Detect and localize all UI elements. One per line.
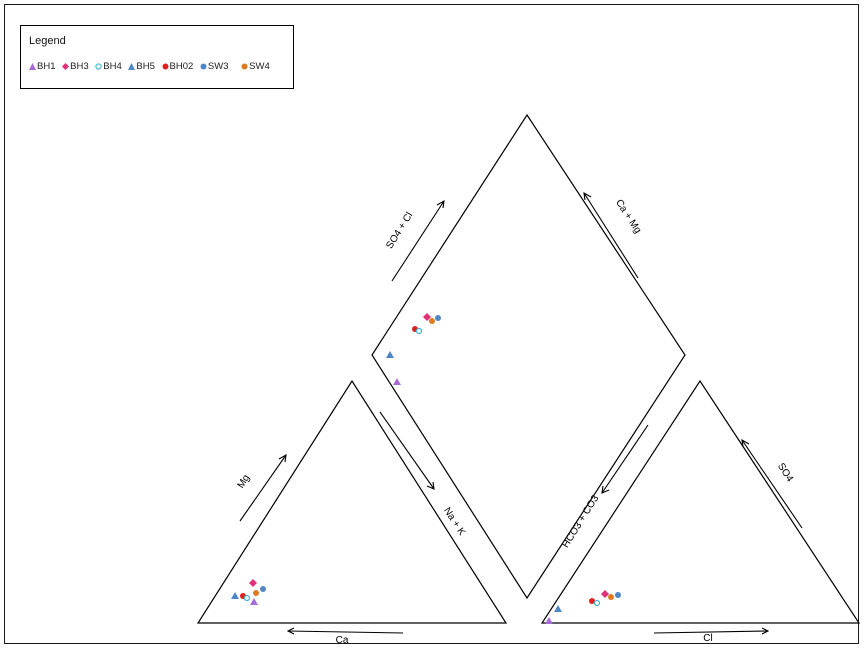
bh4-cation-point	[243, 594, 251, 602]
legend-title: Legend	[29, 35, 66, 47]
legend-item-bh02: BH02	[162, 61, 194, 72]
bh3-cation-point	[249, 579, 257, 587]
diamond-marker-icon	[62, 62, 70, 70]
legend-label: BH02	[169, 61, 194, 72]
legend-item-bh3: BH3	[62, 61, 89, 72]
ca-mg-axis-label: Ca + Mg	[613, 198, 643, 236]
cation-points	[231, 579, 266, 605]
anion-points	[545, 590, 621, 624]
sw3-anion-point	[615, 592, 621, 598]
bh1-diamond-point	[393, 378, 401, 385]
bh02-anion-point	[589, 598, 595, 604]
legend-label: BH1	[37, 61, 56, 72]
legend-item-bh5: BH5	[128, 61, 155, 72]
so4-axis-label: SO4	[775, 461, 795, 484]
bh4-diamond-point	[415, 327, 423, 335]
legend-item-bh1: BH1	[29, 61, 55, 72]
bh5-diamond-point	[386, 351, 394, 358]
so4-cl-arrow	[391, 200, 445, 282]
legend-label: BH3	[70, 61, 89, 72]
legend-item-bh4: BH4	[95, 61, 122, 72]
so4-arrow	[741, 439, 803, 529]
circle-marker-icon	[162, 63, 168, 70]
hco3-co3-arrow	[601, 424, 649, 494]
sw3-cation-point	[260, 586, 266, 592]
circle-marker-icon	[200, 63, 207, 70]
ca-mg-arrow	[583, 192, 639, 279]
bh5-anion-point	[554, 605, 562, 612]
legend-label: SW4	[249, 61, 270, 72]
sw3-diamond-point	[435, 315, 441, 321]
na-k-axis-label: Na + K	[441, 506, 467, 538]
sw4-diamond-point	[429, 318, 435, 324]
sw4-cation-point	[253, 590, 259, 596]
legend-item-sw4: SW4	[241, 61, 270, 72]
na-k-arrow	[379, 411, 435, 490]
mg-axis-label: Mg	[236, 473, 253, 491]
circle-marker-icon	[241, 63, 248, 70]
legend: Legend BH1 BH3 BH4 BH5 BH02 SW3 SW4	[20, 25, 294, 89]
bh3-anion-point	[601, 590, 609, 598]
ca-axis-label: Ca	[336, 635, 349, 646]
cation-triangle	[196, 379, 508, 624]
sw4-anion-point	[608, 594, 614, 600]
bh5-cation-point	[231, 592, 239, 599]
axis-arrows	[239, 191, 803, 635]
legend-item-sw3: SW3	[200, 61, 229, 72]
bh4-anion-point	[593, 599, 601, 607]
bh1-anion-point	[545, 617, 553, 624]
bh1-cation-point	[250, 598, 258, 605]
open-circle-marker-icon	[95, 63, 102, 70]
legend-label: BH5	[136, 61, 155, 72]
so4-cl-axis-label: SO4 + Cl	[384, 210, 415, 250]
legend-label: BH4	[103, 61, 122, 72]
central-diamond	[371, 113, 686, 600]
axis-labels: Ca Cl Mg Na + K SO4 + Cl Ca + Mg HCO3 + …	[236, 198, 796, 646]
cl-arrow	[653, 630, 769, 634]
cl-axis-label: Cl	[703, 633, 712, 644]
diamond-points	[386, 313, 441, 385]
legend-label: SW3	[207, 61, 229, 72]
ca-arrow	[287, 630, 404, 634]
diagram-frame	[4, 4, 859, 644]
bh3-diamond-point	[423, 313, 431, 321]
anion-triangle	[540, 379, 861, 624]
mg-arrow	[239, 454, 287, 522]
triangle-marker-icon	[128, 62, 136, 70]
legend-items: BH1 BH3 BH4 BH5 BH02 SW3 SW4	[29, 61, 274, 72]
triangle-marker-icon	[29, 62, 36, 70]
